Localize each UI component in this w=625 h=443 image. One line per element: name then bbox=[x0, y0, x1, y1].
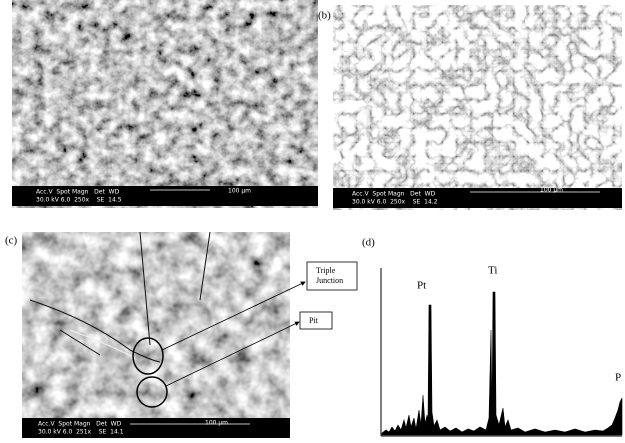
info-row: 30.0 kV 6.0 250x SE 14.2 bbox=[352, 199, 438, 206]
panel-label: (d) bbox=[362, 237, 375, 249]
panel-label: (b) bbox=[318, 10, 331, 22]
peak-label: Pt bbox=[417, 280, 426, 292]
info-row: 30.0 kV 6.0 251x SE 14.1 bbox=[38, 429, 124, 436]
info-row: Acc.V Spot Magn Det WD bbox=[352, 191, 436, 198]
page: {"panels": { "a": {"info": {"row1": "Acc… bbox=[0, 0, 625, 443]
sem-image bbox=[333, 5, 622, 210]
scale-label: 100 μm bbox=[205, 420, 228, 427]
figure: Acc.V Spot Magn Det WD 30.0 kV 6.0 250x … bbox=[0, 0, 625, 443]
annotation: Junction bbox=[316, 276, 343, 285]
scale-label: 100 μm bbox=[540, 187, 563, 194]
annotation: Pit bbox=[309, 316, 319, 325]
scale-label: 100 μm bbox=[228, 188, 251, 195]
peak-label: Ti bbox=[488, 265, 497, 277]
info-row: Acc.V Spot Magn Det WD bbox=[36, 189, 120, 196]
spectrum bbox=[382, 292, 622, 435]
peak-label: P bbox=[615, 372, 621, 384]
panel-label: (c) bbox=[5, 235, 18, 247]
panel-a: Acc.V Spot Magn Det WD 30.0 kV 6.0 250x … bbox=[12, 0, 318, 208]
info-row: Acc.V Spot Magn Det WD bbox=[38, 421, 122, 428]
annotation: Triple bbox=[316, 266, 336, 275]
panel-d: (d) Pt Ti P bbox=[362, 237, 622, 436]
panel-b: (b) Acc.V Spot Magn Det WD 30.0 kV 6.0 2… bbox=[318, 5, 622, 210]
info-row: 30.0 kV 6.0 250x SE 14.5 bbox=[36, 197, 122, 204]
sem-image bbox=[12, 0, 318, 208]
panel-c: (c) Acc.V Spot Magn Det WD 30.0 kV 6.0 2… bbox=[5, 232, 357, 438]
